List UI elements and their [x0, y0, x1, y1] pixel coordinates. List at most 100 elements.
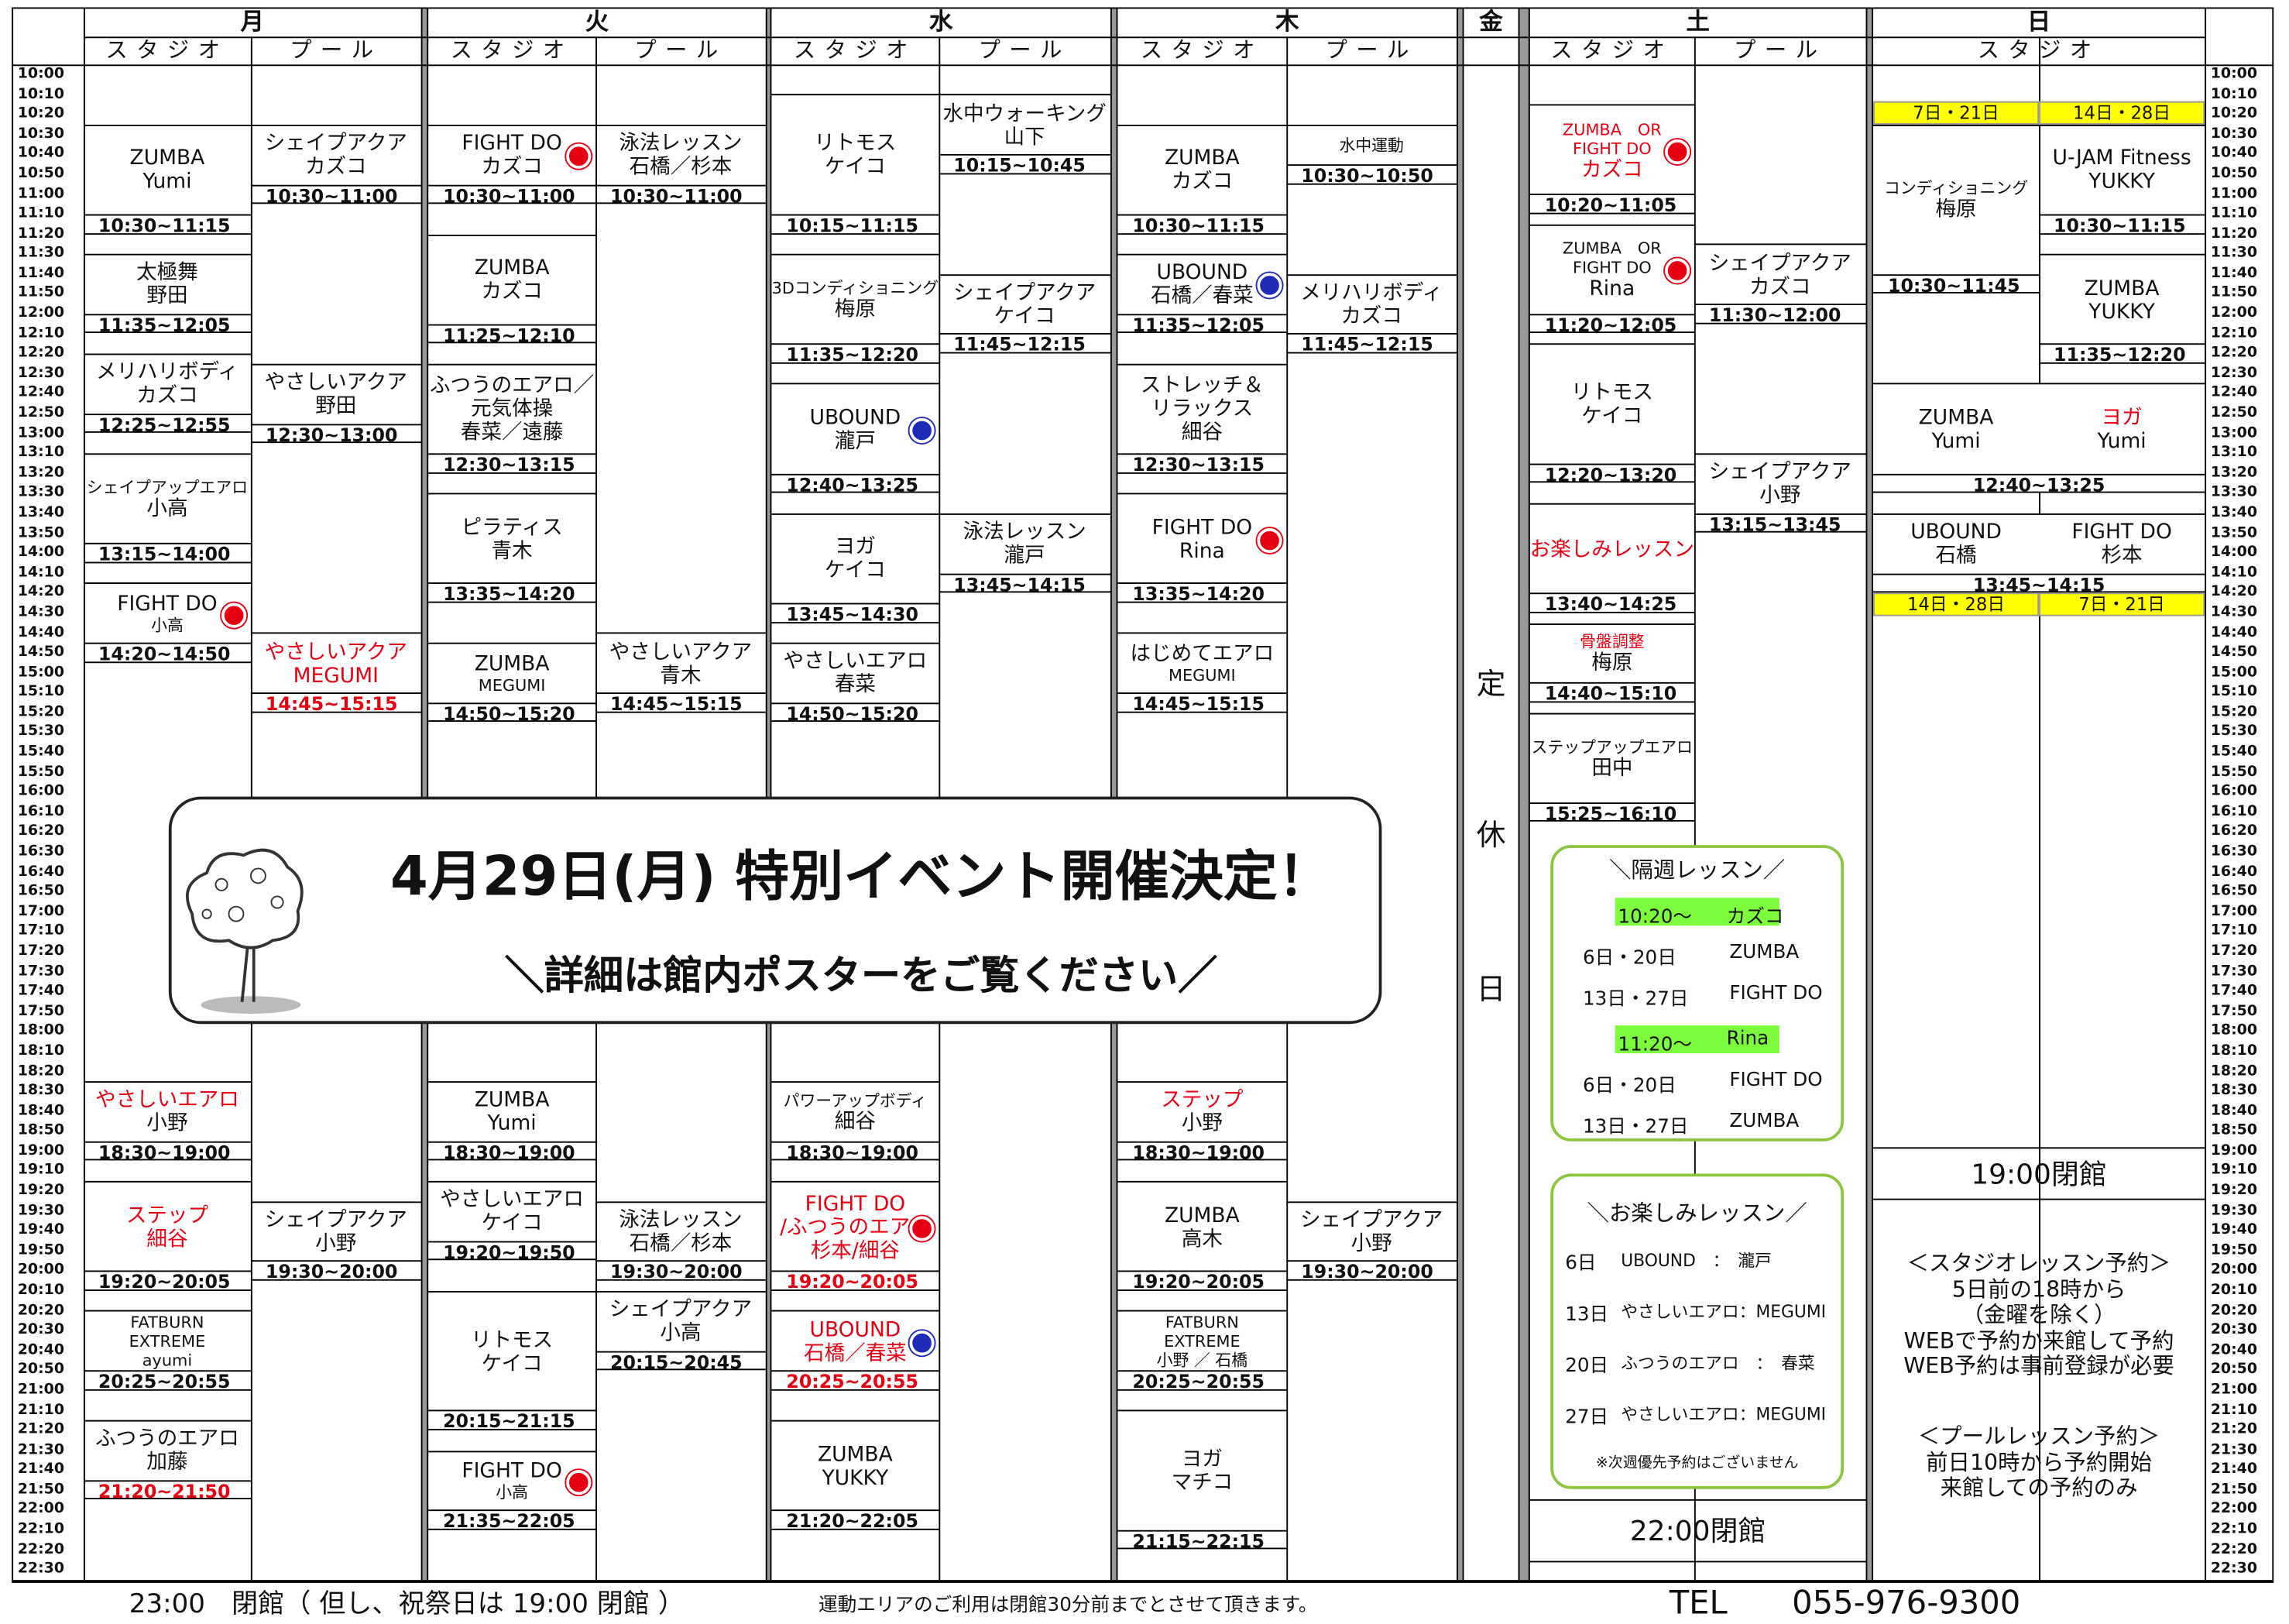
class-line: お楽しみレッスン	[1529, 537, 1694, 561]
biweekly-box: ＼隔週レッスン／ 10:20〜 カズコ 6日・20日 ZUMBA 13日・27日 FIGH…	[1550, 845, 1845, 1142]
time-label: 16:50	[2210, 883, 2258, 900]
class-line: Yumi	[142, 170, 192, 194]
class-block: FIGHT DO Rina 13:35~14:20	[1117, 493, 1287, 603]
column-line	[2039, 36, 2040, 1581]
class-line: カズコ	[1340, 305, 1402, 329]
highlight	[1615, 1025, 1779, 1054]
time-label: 13:30	[2210, 484, 2258, 501]
class-line: コンディショニング	[1883, 179, 2029, 199]
class-time: 13:45~14:15	[1873, 572, 2205, 593]
footer: 23:00 閉館（ 但し、祝祭日は 19:00 閉館 ） 運動エリアのご利用は閉…	[12, 1580, 2274, 1622]
class-line: リトモス	[814, 132, 897, 156]
time-label: 12:40	[17, 385, 65, 401]
highlight	[1615, 898, 1779, 926]
class-block: シェイプアクア ケイコ 11:45~12:15	[939, 273, 1110, 355]
time-label: 19:50	[17, 1242, 65, 1258]
time-label: 18:30	[2210, 1083, 2258, 1099]
class-block: シェイプアクア 小野 19:30~20:00	[1286, 1200, 1457, 1282]
time-label: 13:40	[17, 504, 65, 521]
time-label: 14:30	[17, 604, 65, 621]
column-label: プール	[634, 36, 727, 64]
class-text: UBOUND 石橋	[1873, 514, 2039, 574]
time-label: 10:50	[17, 165, 65, 182]
class-time: 11:45~12:15	[1286, 333, 1457, 355]
time-label: 13:00	[2210, 424, 2258, 441]
time-label: 11:40	[2210, 265, 2258, 282]
time-label: 21:50	[17, 1482, 65, 1498]
column-label: スタジオ	[1550, 36, 1674, 64]
time-label: 16:40	[17, 863, 65, 880]
time-label: 18:30	[17, 1083, 65, 1099]
class-line: 小野 ／ 石橋	[1156, 1351, 1248, 1371]
class-line: やさしいアクア	[609, 640, 753, 664]
column-label: スタジオ	[793, 36, 917, 64]
class-line: 野田	[146, 285, 188, 309]
time-label: 15:50	[17, 764, 65, 781]
time-label: 11:20	[2210, 225, 2258, 242]
time-label: 16:30	[17, 843, 65, 860]
class-line: 石橋／春菜	[804, 1341, 907, 1366]
class-line: MEGUMI	[293, 664, 379, 688]
time-label: 11:10	[17, 205, 65, 222]
class-line: ZUMBA OR	[1562, 119, 1662, 139]
class-line: 小高	[146, 497, 188, 521]
class-line: 春菜／遠藤	[460, 421, 564, 445]
biweekly-date: 13日・27日	[1582, 1116, 1689, 1138]
class-text: ZUMBA YUKKY	[2039, 256, 2205, 345]
class-time: 13:35~14:20	[1117, 582, 1287, 603]
class-block: 3Dコンディショニング 梅原 11:35~12:20	[771, 253, 939, 364]
time-label: 14:40	[17, 624, 65, 640]
time-label: 19:20	[17, 1182, 65, 1199]
class-line: カズコ	[481, 280, 543, 304]
column-line	[1694, 36, 1696, 1581]
time-label: 14:50	[2210, 644, 2258, 661]
class-time: 19:20~19:50	[428, 1241, 596, 1262]
time-label: 16:20	[17, 823, 65, 840]
class-block: シェイプアクア 小野 19:30~20:00	[250, 1200, 421, 1282]
class-text: FATBURN EXTREME ayumi	[84, 1312, 251, 1372]
class-time: 21:20~22:05	[771, 1509, 939, 1530]
class-time: 10:30~10:50	[1286, 164, 1457, 185]
class-block: やさしいエアロ 小野 18:30~19:00	[83, 1081, 251, 1162]
class-line: リトモス	[1570, 381, 1653, 405]
class-text: シェイプアクア カズコ	[251, 125, 421, 185]
class-text: UBOUND 石橋／春菜	[771, 1312, 939, 1372]
class-time: 12:30~13:15	[428, 453, 596, 474]
class-time: 21:35~22:05	[428, 1509, 596, 1530]
time-label: 13:30	[17, 484, 65, 501]
class-text: リトモス ケイコ	[428, 1292, 595, 1411]
time-label: 12:30	[17, 365, 65, 382]
class-line: ヨガ	[2101, 406, 2143, 431]
class-line: FATBURN	[1165, 1313, 1239, 1333]
class-text: やさしいエアロ ケイコ	[428, 1183, 595, 1242]
class-time: 10:20~11:05	[1529, 194, 1694, 215]
biweekly-date: 13日・27日	[1582, 988, 1689, 1011]
class-text: 水中ウォーキング 山下	[939, 96, 1110, 156]
time-label: 14:50	[17, 644, 65, 661]
time-label: 18:20	[2210, 1063, 2258, 1080]
class-line: ZUMBA	[1164, 147, 1240, 171]
class-text: ふつうのエアロ 加藤	[84, 1422, 251, 1482]
time-label: 15:30	[17, 723, 65, 740]
class-line: リラックス	[1151, 398, 1254, 422]
time-label: 12:10	[2210, 324, 2258, 342]
time-label: 11:30	[2210, 245, 2258, 262]
time-label: 17:00	[17, 903, 65, 920]
class-time: 13:40~14:25	[1529, 592, 1694, 613]
class-line: ヨガ	[834, 536, 876, 560]
fun-title: ＼お楽しみレッスン／	[1587, 1200, 1807, 1227]
class-line: 青木	[660, 664, 702, 688]
class-line: メリハリボディ	[1300, 281, 1443, 306]
time-label: 16:40	[2210, 863, 2258, 880]
class-line: ケイコ	[824, 156, 886, 180]
class-block: ZUMBA Yumi 18:30~19:00	[428, 1081, 596, 1162]
column-label: プール	[1325, 36, 1418, 64]
class-block: ZUMBA 高木 19:20~20:05	[1117, 1180, 1287, 1291]
class-line: ケイコ	[481, 1351, 543, 1375]
class-text: やさしいエアロ 春菜	[771, 644, 939, 704]
class-block: FIGHT DO カズコ 10:30~11:00	[428, 124, 596, 204]
class-text: シェイプアクア カズコ	[1694, 245, 1866, 305]
class-time: 13:45~14:30	[771, 603, 939, 623]
class-block: U-JAM Fitness YUKKY 10:30~11:15	[2039, 124, 2205, 235]
class-text: ピラティス 青木	[428, 495, 595, 585]
